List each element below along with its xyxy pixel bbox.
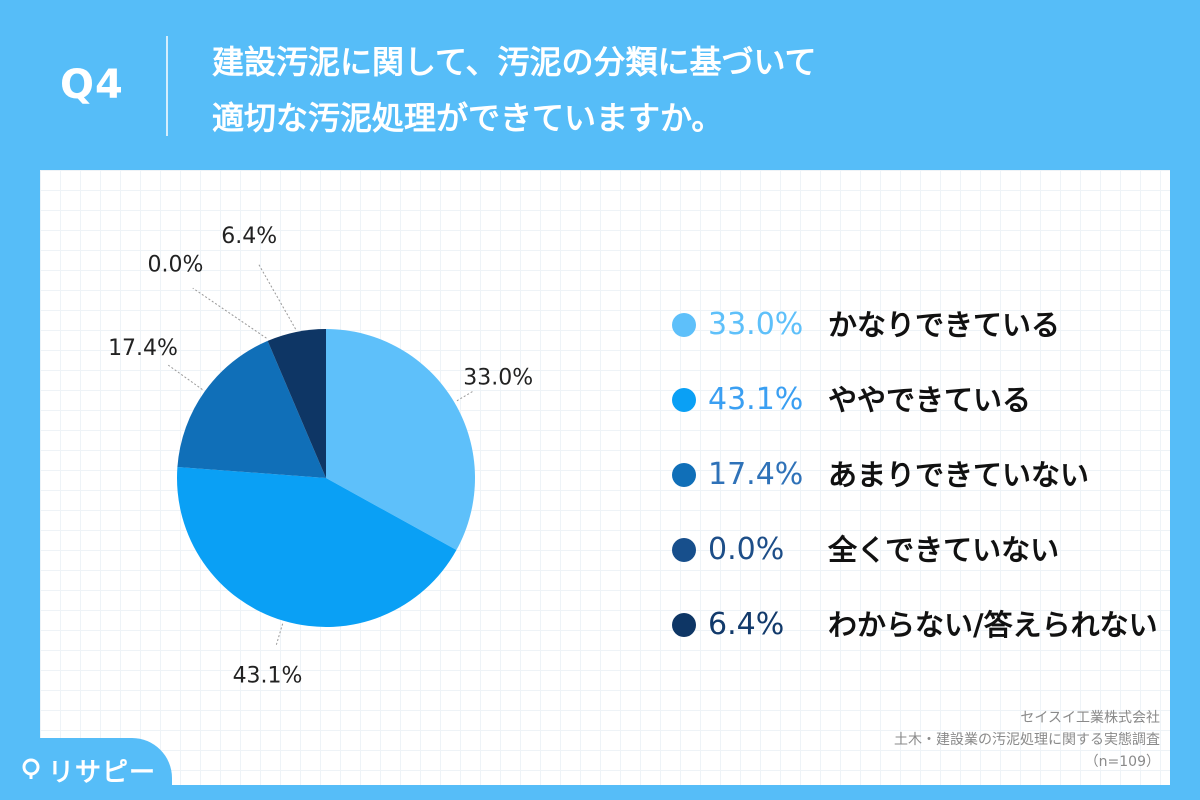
header-divider [166,36,168,136]
leader-line [275,623,284,646]
source-note: セイスイ工業株式会社 土木・建設業の汚泥処理に関する実態調査 （n=109） [894,707,1160,773]
leader-line [192,287,267,339]
legend-marker [672,613,696,637]
legend-label: わからない/答えられない [828,608,1158,642]
legend-marker [672,388,696,412]
chart-panel: 33.0% 43.1% 17.4% 0.0% 6.4% 33.0% かなりできている 43.… [40,170,1170,785]
pie-slice [326,329,475,551]
question-number: Q4 [60,62,124,108]
sample-size: （n=109） [1084,754,1160,770]
pie-chart: 33.0% 43.1% 17.4% 0.0% 6.4% [108,224,533,689]
legend-value: 0.0% [708,532,785,567]
legend-label: 全くできていない [828,533,1060,567]
header: Q4 建設汚泥に関して、汚泥の分類に基づいて 適切な汚泥処理ができていますか。 [0,0,1200,170]
source-survey: 土木・建設業の汚泥処理に関する実態調査 [894,732,1160,748]
legend-value: 43.1% [708,382,804,417]
legend-marker [672,463,696,487]
brand-name: リサピー [48,758,157,788]
pie-slice [267,329,326,478]
question-title: 建設汚泥に関して、汚泥の分類に基づいて 適切な汚泥処理ができていますか。 [212,34,816,146]
legend-label: あまりできていない [828,458,1090,492]
location-pin-icon [22,758,40,779]
pie-slice [177,466,457,627]
slice-data-label: 6.4% [221,224,277,249]
leader-line [167,364,203,390]
slice-data-label: 43.1% [233,663,303,688]
pie-slice [177,340,326,478]
legend-label: かなりできている [828,308,1061,342]
slice-data-label: 0.0% [148,253,204,278]
slice-data-label: 33.0% [463,365,533,390]
legend-marker [672,313,696,337]
legend-value: 17.4% [708,457,804,492]
brand-badge: リサピー [0,738,172,800]
question-title-line2: 適切な汚泥処理ができていますか。 [212,99,724,137]
source-company: セイスイ工業株式会社 [1020,710,1160,726]
question-title-line1: 建設汚泥に関して、汚泥の分類に基づいて [212,43,817,81]
legend-label: ややできている [828,383,1032,417]
slice-data-label: 17.4% [108,336,178,361]
leader-line [456,391,473,402]
leader-line [257,263,297,330]
legend-value: 6.4% [708,607,785,642]
legend-value: 33.0% [708,307,804,342]
legend-marker [672,538,696,562]
